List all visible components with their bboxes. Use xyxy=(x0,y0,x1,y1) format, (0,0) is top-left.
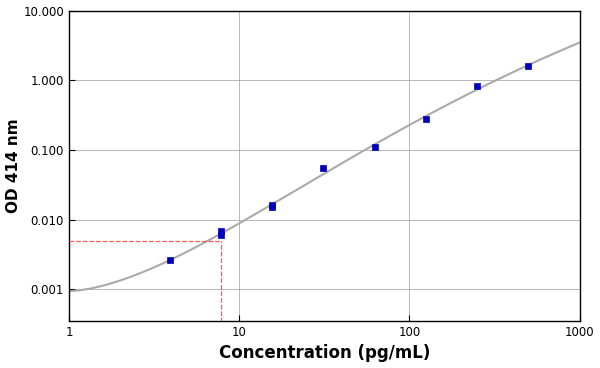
X-axis label: Concentration (pg/mL): Concentration (pg/mL) xyxy=(218,344,430,362)
Y-axis label: OD 414 nm: OD 414 nm xyxy=(5,118,20,213)
